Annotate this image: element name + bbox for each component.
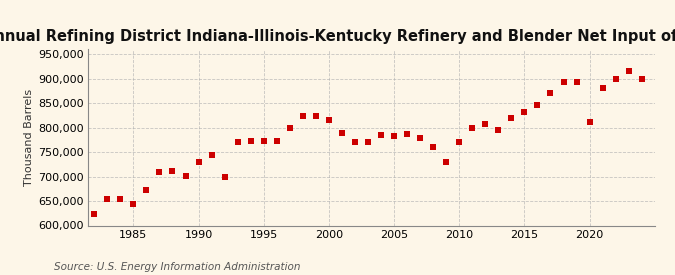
Point [167,169,178,173]
Point [428,145,439,150]
Point [337,130,348,135]
Point [441,160,452,164]
Point [597,86,608,90]
Point [128,201,139,206]
Point [180,174,191,178]
Point [637,77,647,81]
Point [545,90,556,95]
Point [271,139,282,143]
Point [558,80,569,84]
Point [323,118,334,123]
Point [245,139,256,143]
Point [519,109,530,114]
Point [610,77,621,81]
Point [532,103,543,107]
Point [206,152,217,157]
Point [284,125,295,130]
Point [232,140,243,145]
Point [141,188,152,192]
Point [298,114,308,118]
Point [115,196,126,201]
Point [362,140,373,145]
Point [493,128,504,132]
Y-axis label: Thousand Barrels: Thousand Barrels [24,89,34,186]
Point [414,135,425,140]
Point [76,196,86,201]
Point [454,140,464,145]
Point [219,174,230,179]
Point [480,122,491,126]
Point [375,133,386,137]
Point [584,120,595,124]
Point [193,160,204,164]
Point [402,132,412,136]
Point [571,80,582,84]
Text: Source: U.S. Energy Information Administration: Source: U.S. Energy Information Administ… [54,262,300,272]
Point [350,140,360,145]
Point [389,134,400,138]
Point [506,116,517,120]
Point [259,139,269,143]
Point [89,211,100,216]
Point [310,113,321,118]
Point [154,170,165,174]
Point [102,196,113,201]
Title: Annual Refining District Indiana-Illinois-Kentucky Refinery and Blender Net Inpu: Annual Refining District Indiana-Illinoi… [0,29,675,44]
Point [623,69,634,74]
Point [467,125,478,130]
